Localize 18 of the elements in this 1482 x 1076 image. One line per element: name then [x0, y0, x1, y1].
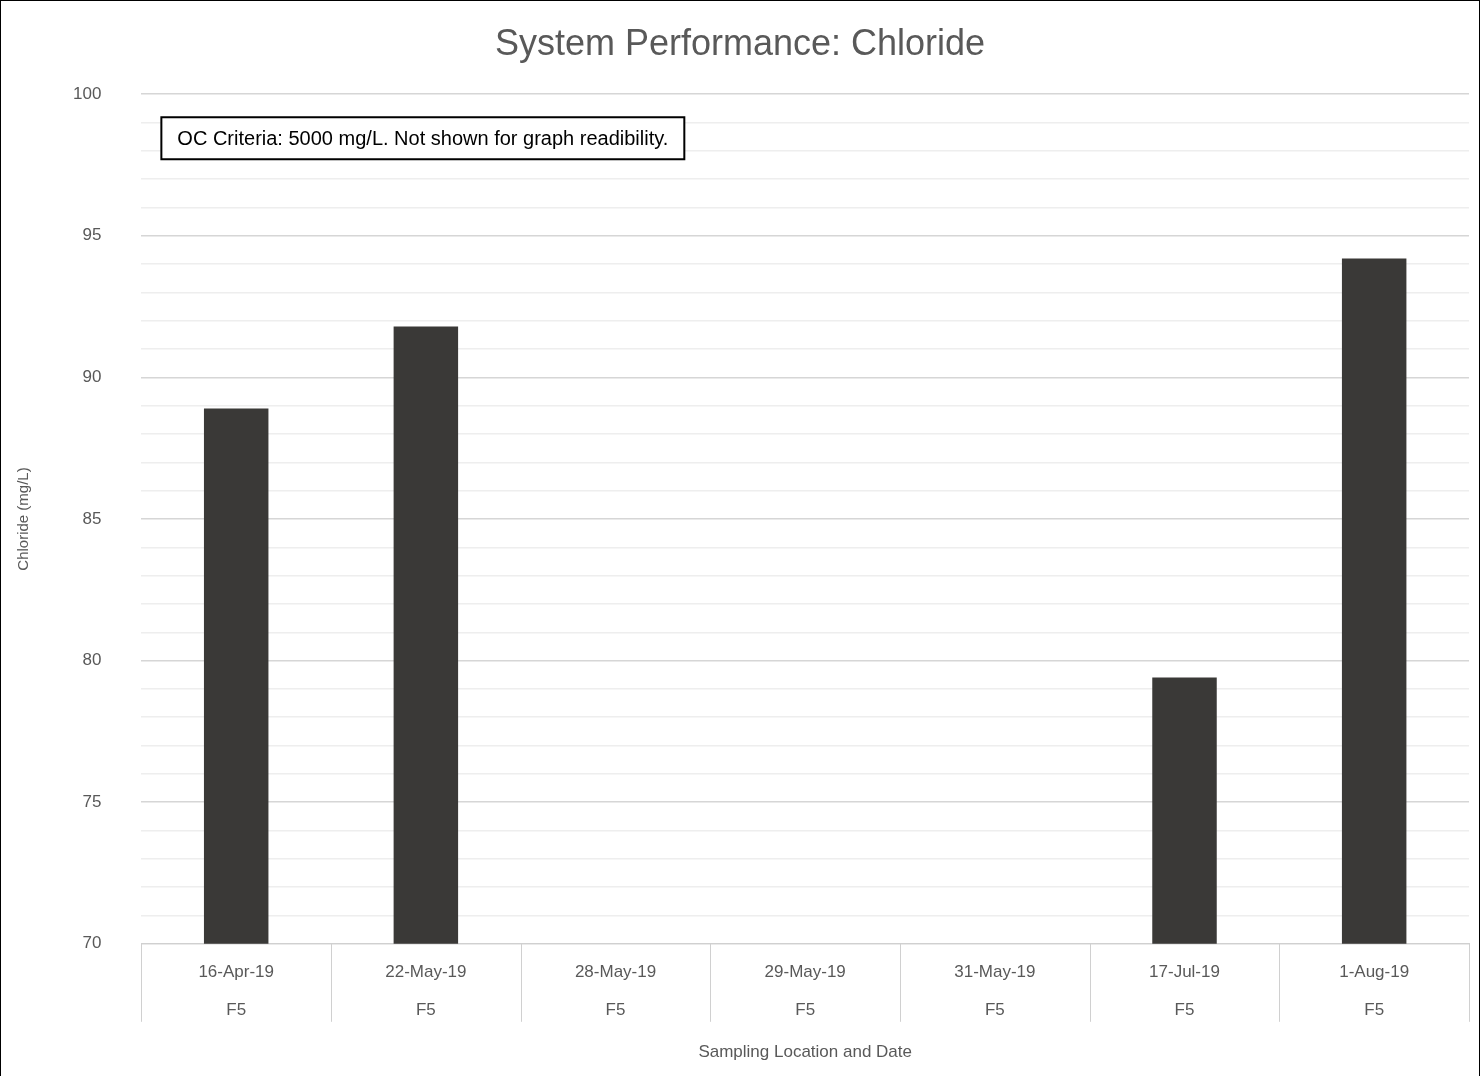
- y-tick-label: 100: [72, 83, 102, 103]
- x-tick-label: 17-Jul-19 F5: [1149, 962, 1220, 1019]
- y-tick-label: 75: [82, 791, 102, 811]
- x-tick-label: 22-May-19 F5: [385, 962, 467, 1019]
- x-axis-title: Sampling Location and Date: [698, 1042, 912, 1062]
- annotation: OC Criteria: 5000 mg/L. Not shown for graph readibility.: [177, 126, 669, 149]
- x-tick-label: 16-Apr-19 F5: [198, 962, 274, 1019]
- x-tick-label: 31-May-19 F5: [954, 962, 1036, 1019]
- x-tick-label: 1-Aug-19 F5: [1339, 962, 1410, 1019]
- y-tick-label: 85: [82, 508, 102, 528]
- y-tick-label: 80: [82, 650, 102, 670]
- x-tick-label: 28-May-19 F5: [574, 962, 657, 1019]
- y-tick-label: 70: [82, 933, 102, 953]
- chart-title: System Performance: Chloride: [494, 21, 986, 63]
- y-axis-title: Chloride (mg/L): [14, 467, 32, 571]
- y-tick-label: 95: [82, 225, 102, 245]
- x-tick-label: 29-May-19 F5: [764, 962, 846, 1019]
- y-tick-label: 90: [82, 367, 102, 387]
